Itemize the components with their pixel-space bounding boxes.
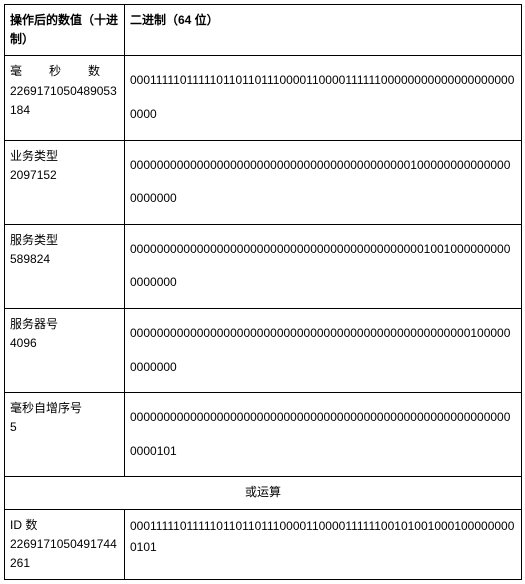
header-row: 操作后的数值（十进制） 二进制（64 位） [5, 5, 522, 56]
decimal-value: 2269171050491744261 [10, 535, 119, 573]
decimal-value: 2097152 [10, 166, 119, 185]
decimal-cell: 服务类型589824 [5, 224, 125, 308]
binary-cell: 0001111101111101101101110000110000111111… [125, 56, 522, 140]
row-label: 服务器号 [10, 315, 119, 334]
decimal-value: 4096 [10, 334, 119, 353]
table-row: 毫秒自增序号5000000000000000000000000000000000… [5, 393, 522, 477]
decimal-cell: 毫秒自增序号5 [5, 393, 125, 477]
binary-cell: 0000000000000000000000000000000000000000… [125, 393, 522, 477]
decimal-value: 5 [10, 418, 119, 437]
row-label: 毫秒数 [10, 62, 119, 81]
decimal-value: 2269171050489053184 [10, 82, 119, 120]
header-col2: 二进制（64 位） [125, 5, 522, 56]
row-label: 服务类型 [10, 231, 119, 250]
binary-cell: 0000000000000000000000000000000000000000… [125, 224, 522, 308]
row-label: 毫秒自增序号 [10, 399, 119, 418]
decimal-cell: 业务类型2097152 [5, 140, 125, 224]
table-row: 服务类型589824000000000000000000000000000000… [5, 224, 522, 308]
table-row: 业务类型209715200000000000000000000000000000… [5, 140, 522, 224]
decimal-value: 589824 [10, 250, 119, 269]
decimal-cell: 毫秒数2269171050489053184 [5, 56, 125, 140]
operation-row: 或运算 [5, 477, 522, 509]
table-row: 毫秒数2269171050489053184000111110111110110… [5, 56, 522, 140]
row-label: ID 数 [10, 516, 119, 535]
decimal-cell: ID 数2269171050491744261 [5, 509, 125, 580]
binary-operation-table: 操作后的数值（十进制） 二进制（64 位） 毫秒数226917105048905… [4, 4, 522, 580]
binary-cell: 0001111101111101101101110000110000111111… [125, 509, 522, 580]
table-row: 服务器号409600000000000000000000000000000000… [5, 308, 522, 392]
table-row: ID 数226917105049174426100011111011111011… [5, 509, 522, 580]
header-col1: 操作后的数值（十进制） [5, 5, 125, 56]
binary-cell: 0000000000000000000000000000000000000000… [125, 308, 522, 392]
decimal-cell: 服务器号4096 [5, 308, 125, 392]
binary-cell: 0000000000000000000000000000000000000000… [125, 140, 522, 224]
row-label: 业务类型 [10, 147, 119, 166]
operation-label: 或运算 [5, 477, 522, 509]
